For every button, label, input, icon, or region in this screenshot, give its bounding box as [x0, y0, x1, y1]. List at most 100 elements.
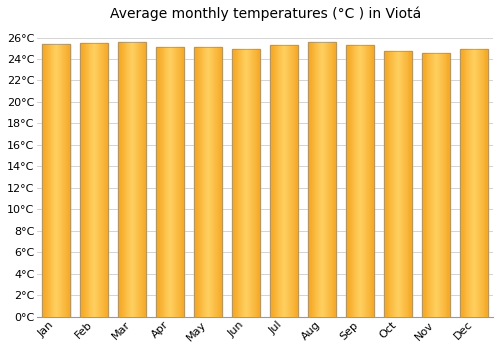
Bar [140, 42, 141, 317]
Bar [368, 45, 370, 317]
Bar [139, 42, 140, 317]
Bar [270, 45, 298, 317]
Bar [60, 44, 61, 317]
Bar [384, 51, 412, 317]
Bar [173, 47, 174, 317]
Bar [118, 42, 146, 317]
Bar [434, 52, 435, 317]
Bar [477, 49, 478, 317]
Bar [160, 47, 162, 317]
Bar [52, 44, 54, 317]
Bar [220, 47, 222, 317]
Bar [358, 45, 359, 317]
Bar [422, 52, 450, 317]
Bar [364, 45, 365, 317]
Bar [479, 49, 480, 317]
Bar [464, 49, 466, 317]
Bar [446, 52, 448, 317]
Bar [104, 43, 106, 317]
Bar [309, 42, 310, 317]
Bar [135, 42, 136, 317]
Bar [81, 43, 82, 317]
Bar [42, 44, 43, 317]
Bar [126, 42, 128, 317]
Bar [216, 47, 218, 317]
Bar [366, 45, 367, 317]
Bar [62, 44, 63, 317]
Title: Average monthly temperatures (°C ) in Viotá: Average monthly temperatures (°C ) in Vi… [110, 7, 421, 21]
Bar [470, 49, 471, 317]
Bar [352, 45, 354, 317]
Bar [325, 42, 326, 317]
Bar [473, 49, 474, 317]
Bar [157, 47, 158, 317]
Bar [308, 42, 309, 317]
Bar [43, 44, 44, 317]
Bar [460, 49, 461, 317]
Bar [334, 42, 336, 317]
Bar [65, 44, 66, 317]
Bar [372, 45, 374, 317]
Bar [330, 42, 332, 317]
Bar [433, 52, 434, 317]
Bar [399, 51, 400, 317]
Bar [133, 42, 134, 317]
Bar [395, 51, 396, 317]
Bar [285, 45, 286, 317]
Bar [442, 52, 444, 317]
Bar [172, 47, 173, 317]
Bar [276, 45, 278, 317]
Bar [174, 47, 175, 317]
Bar [324, 42, 325, 317]
Bar [166, 47, 168, 317]
Bar [274, 45, 276, 317]
Bar [258, 49, 260, 317]
Bar [128, 42, 130, 317]
Bar [46, 44, 48, 317]
Bar [156, 47, 184, 317]
Bar [44, 44, 45, 317]
Bar [130, 42, 131, 317]
Bar [66, 44, 68, 317]
Bar [347, 45, 348, 317]
Bar [312, 42, 314, 317]
Bar [136, 42, 137, 317]
Bar [131, 42, 132, 317]
Bar [408, 51, 410, 317]
Bar [209, 47, 210, 317]
Bar [233, 49, 234, 317]
Bar [280, 45, 281, 317]
Bar [441, 52, 442, 317]
Bar [94, 43, 95, 317]
Bar [316, 42, 318, 317]
Bar [82, 43, 83, 317]
Bar [410, 51, 412, 317]
Bar [348, 45, 350, 317]
Bar [249, 49, 250, 317]
Bar [462, 49, 464, 317]
Bar [329, 42, 330, 317]
Bar [461, 49, 462, 317]
Bar [406, 51, 408, 317]
Bar [286, 45, 287, 317]
Bar [99, 43, 100, 317]
Bar [426, 52, 428, 317]
Bar [83, 43, 84, 317]
Bar [240, 49, 242, 317]
Bar [438, 52, 439, 317]
Bar [480, 49, 482, 317]
Bar [196, 47, 197, 317]
Bar [468, 49, 469, 317]
Bar [270, 45, 271, 317]
Bar [290, 45, 291, 317]
Bar [86, 43, 88, 317]
Bar [242, 49, 244, 317]
Bar [134, 42, 135, 317]
Bar [80, 43, 108, 317]
Bar [326, 42, 327, 317]
Bar [218, 47, 220, 317]
Bar [235, 49, 236, 317]
Bar [346, 45, 374, 317]
Bar [204, 47, 206, 317]
Bar [296, 45, 298, 317]
